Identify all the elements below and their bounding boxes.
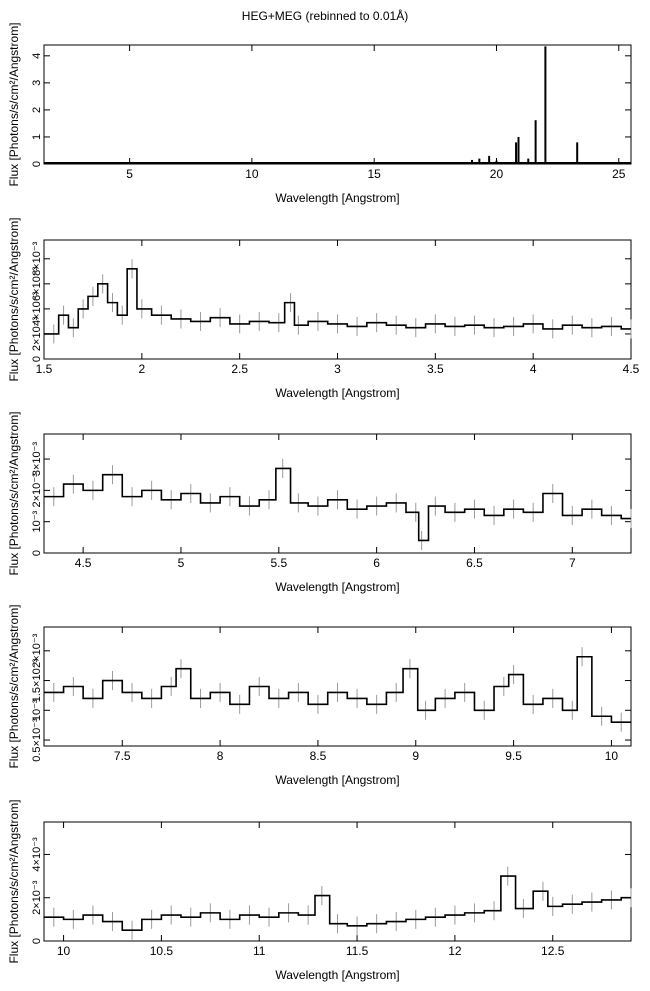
x-tick-label: 4 xyxy=(530,362,537,376)
y-axis-label: Flux [Photons/s/cm²/Angstrom] xyxy=(7,604,21,768)
y-tick-label: 3 xyxy=(31,80,43,86)
x-axis-label: Wavelength [Angstrom] xyxy=(275,580,399,594)
y-axis-label: Flux [Photons/s/cm²/Angstrom] xyxy=(7,799,21,963)
x-tick-label: 25 xyxy=(612,167,626,181)
y-tick-label: 8×10⁻³ xyxy=(31,241,43,276)
x-tick-label: 3.5 xyxy=(427,362,444,376)
x-tick-label: 20 xyxy=(490,167,504,181)
x-tick-label: 6.5 xyxy=(466,556,483,570)
page-title: HEG+MEG (rebinned to 0.01Å) xyxy=(241,9,409,23)
x-tick-label: 2.5 xyxy=(231,362,248,376)
x-tick-label: 5 xyxy=(126,167,133,181)
y-tick-label: 4×10⁻³ xyxy=(31,837,43,872)
series-line-3-0 xyxy=(44,467,631,542)
y-tick-label: 2×10⁻³ xyxy=(31,633,43,668)
y-tick-label: 6×10⁻³ xyxy=(31,266,43,301)
x-tick-label: 12 xyxy=(448,944,462,958)
y-tick-label: 0 xyxy=(31,938,43,944)
x-axis-label: Wavelength [Angstrom] xyxy=(275,968,399,982)
x-tick-label: 1.5 xyxy=(36,362,53,376)
y-tick-label: 10⁻³ xyxy=(31,511,43,533)
x-tick-label: 6 xyxy=(373,556,380,570)
x-tick-label: 11.5 xyxy=(346,944,369,958)
y-tick-label: 0 xyxy=(31,550,43,556)
y-tick-label: 4×10⁻³ xyxy=(31,291,43,326)
y-axis-label: Flux [Photons/s/cm²/Angstrom] xyxy=(7,411,21,575)
x-tick-label: 9 xyxy=(412,749,419,763)
y-tick-label: 2×10⁻³ xyxy=(31,473,43,508)
x-tick-label: 10 xyxy=(245,167,259,181)
x-tick-label: 9.5 xyxy=(505,749,522,763)
x-tick-label: 4.5 xyxy=(75,556,92,570)
series-line-4-0 xyxy=(44,655,631,723)
y-tick-label: 0 xyxy=(31,161,43,167)
y-tick-label: 2 xyxy=(31,107,43,113)
plot-frame-4 xyxy=(43,626,632,747)
x-tick-label: 11 xyxy=(253,944,266,958)
x-tick-label: 8.5 xyxy=(310,749,327,763)
x-tick-label: 12.5 xyxy=(541,944,565,958)
x-axis-label: Wavelength [Angstrom] xyxy=(275,773,399,787)
y-tick-label: 0.5×10⁻³ xyxy=(31,718,43,762)
x-tick-label: 10.5 xyxy=(150,944,174,958)
plot-frame-3 xyxy=(43,433,632,554)
y-tick-label: 1 xyxy=(31,134,43,140)
x-axis-label: Wavelength [Angstrom] xyxy=(275,191,399,205)
series-line-2-0 xyxy=(44,268,631,335)
y-tick-label: 2×10⁻³ xyxy=(31,880,43,915)
x-tick-label: 4.5 xyxy=(623,362,640,376)
y-tick-label: 0 xyxy=(31,356,43,362)
y-tick-label: 10⁻³ xyxy=(31,699,43,721)
x-tick-label: 7.5 xyxy=(114,749,131,763)
series-line-5-0 xyxy=(44,875,631,931)
x-tick-label: 10 xyxy=(605,749,619,763)
y-tick-label: 3×10⁻³ xyxy=(31,442,43,477)
x-tick-label: 5.5 xyxy=(270,556,287,570)
x-tick-label: 8 xyxy=(217,749,224,763)
plot-frame-5 xyxy=(43,821,632,942)
x-tick-label: 2 xyxy=(138,362,145,376)
y-tick-label: 1.5×10⁻³ xyxy=(31,659,43,703)
x-tick-label: 7 xyxy=(569,556,576,570)
y-tick-label: 2×10⁻³ xyxy=(31,316,43,351)
x-tick-label: 5 xyxy=(178,556,185,570)
x-tick-label: 15 xyxy=(368,167,382,181)
y-axis-label: Flux [Photons/s/cm²/Angstrom] xyxy=(7,22,21,186)
x-tick-label: 3 xyxy=(334,362,341,376)
y-tick-label: 4 xyxy=(31,53,43,59)
x-axis-label: Wavelength [Angstrom] xyxy=(275,386,399,400)
y-axis-label: Flux [Photons/s/cm²/Angstrom] xyxy=(7,217,21,381)
plot-frame-1 xyxy=(43,44,632,165)
x-tick-label: 10 xyxy=(57,944,71,958)
plot-frame-2 xyxy=(43,239,632,360)
